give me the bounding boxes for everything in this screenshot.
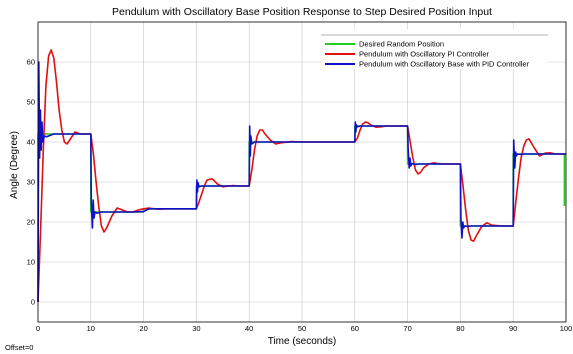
x-tick-label: 10 [87,324,95,333]
legend-entry-label: Pendulum with Oscillatory PI Controller [359,50,490,59]
pid-controller-line [37,61,566,303]
y-tick-label: 30 [27,178,35,187]
legend-entry-label: Pendulum with Oscillatory Base with PID … [359,60,530,69]
y-tick-label: 40 [27,138,35,147]
plot-frame [37,21,567,323]
desired-position-line [37,125,566,302]
y-tick-label: 10 [27,258,35,267]
x-tick-label: 30 [192,324,200,333]
x-tick-label: 60 [351,324,359,333]
legend-box [321,29,547,69]
x-axis-ticks: 0 10 20 30 40 50 60 70 80 90 100 [36,324,572,333]
x-tick-label: 20 [139,324,147,333]
y-tick-label: 0 [31,298,35,307]
x-axis-label: Time (seconds) [268,336,337,347]
plot-lines [37,49,566,303]
x-tick-label: 90 [509,324,517,333]
y-tick-label: 20 [27,218,35,227]
x-tick-label: 70 [403,324,411,333]
x-tick-label: 0 [36,324,40,333]
x-tick-label: 50 [298,324,306,333]
y-axis-label: Angle (Degree) [9,131,20,199]
chart-title: Pendulum with Oscillatory Base Position … [112,6,492,18]
x-tick-label: 100 [560,324,573,333]
legend-entry-label: Desired Random Position [359,40,444,49]
x-tick-label: 80 [456,324,464,333]
x-tick-label: 40 [245,324,253,333]
y-axis-ticks: 0 10 20 30 40 50 60 [27,58,35,307]
offset-label: Offset=0 [5,343,33,352]
pi-controller-line [37,49,566,303]
y-tick-label: 50 [27,98,35,107]
y-tick-label: 60 [27,58,35,67]
